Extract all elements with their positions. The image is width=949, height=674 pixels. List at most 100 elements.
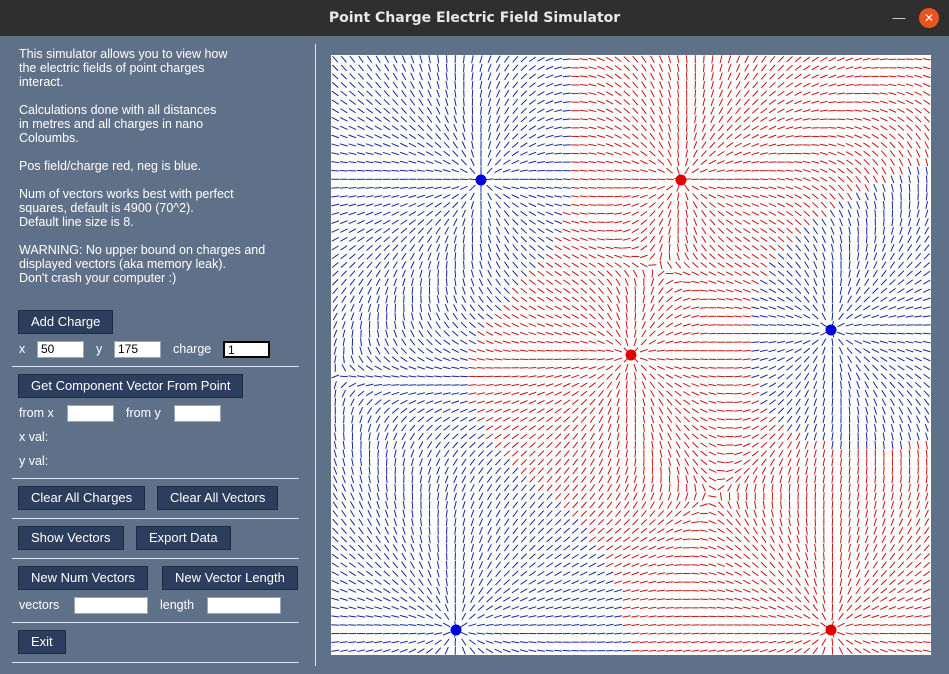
field-vector (487, 55, 492, 64)
field-vector (622, 178, 631, 181)
field-vector (367, 278, 373, 286)
field-vector (383, 356, 391, 363)
exit-button[interactable]: Exit (18, 630, 66, 654)
field-vector (785, 648, 794, 653)
field-vector (477, 604, 485, 611)
field-vector (588, 623, 597, 627)
from-y-input[interactable] (174, 405, 221, 422)
field-vector (529, 484, 536, 492)
clear-all-charges-button[interactable]: Clear All Charges (18, 486, 146, 510)
field-vector (677, 80, 680, 90)
vector-length-input[interactable] (207, 597, 281, 614)
field-vector (625, 449, 628, 458)
field-vector (615, 372, 621, 381)
field-vector (331, 649, 340, 652)
field-vector (666, 382, 674, 388)
field-vector (923, 270, 931, 277)
field-vector (751, 357, 760, 361)
field-vector (434, 623, 443, 627)
field-vector (479, 252, 483, 261)
field-vector (804, 252, 810, 261)
field-vector (863, 587, 870, 595)
field-vector (751, 597, 760, 602)
from-x-input[interactable] (67, 405, 114, 422)
field-vector (641, 107, 647, 115)
field-vector (425, 392, 434, 395)
field-vector (331, 228, 340, 233)
get-component-vector-button[interactable]: Get Component Vector From Point (18, 374, 244, 398)
field-vector (494, 587, 502, 594)
field-vector (442, 169, 451, 173)
field-vector (419, 63, 423, 72)
charge-value-input[interactable]: 1 (223, 341, 270, 358)
field-vector (701, 235, 707, 243)
field-canvas[interactable] (331, 55, 931, 655)
field-vector (803, 295, 810, 303)
field-vector (554, 527, 562, 534)
field-vector (340, 99, 348, 105)
field-vector (341, 518, 347, 526)
field-vector (580, 254, 588, 259)
field-vector (701, 244, 707, 252)
field-vector (624, 492, 630, 501)
field-vector (452, 312, 458, 321)
charge-y-input[interactable]: 175 (114, 341, 161, 358)
field-vector (735, 89, 741, 98)
field-vector (579, 623, 588, 627)
field-vector (572, 416, 579, 423)
field-vector (452, 321, 459, 329)
field-vector (795, 578, 801, 586)
field-vector (605, 99, 614, 105)
charge-x-input[interactable]: 50 (37, 341, 84, 358)
field-vector (768, 134, 777, 139)
field-vector (888, 340, 897, 344)
new-vector-length-button[interactable]: New Vector Length (162, 566, 298, 590)
field-vector (563, 493, 570, 500)
negative-charge (475, 174, 487, 186)
field-vector (385, 303, 388, 312)
field-vector (917, 475, 920, 484)
field-vector (906, 261, 913, 269)
num-vectors-input[interactable] (74, 597, 148, 614)
field-vector (332, 484, 338, 492)
field-vector (734, 245, 742, 251)
field-vector (348, 375, 357, 378)
field-vector (667, 55, 672, 64)
field-vector (460, 168, 468, 174)
field-vector (813, 441, 817, 449)
minimize-icon[interactable]: — (892, 10, 906, 25)
field-vector (760, 262, 768, 268)
field-vector (674, 564, 683, 566)
field-vector (917, 175, 920, 184)
field-vector (828, 159, 837, 165)
field-vector (427, 244, 432, 252)
field-vector (528, 367, 537, 369)
field-vector (479, 269, 483, 278)
field-vector (631, 571, 640, 576)
field-vector (751, 186, 760, 190)
field-vector (734, 288, 743, 293)
export-data-button[interactable]: Export Data (136, 526, 231, 550)
show-vectors-button[interactable]: Show Vectors (18, 526, 124, 550)
field-vector (889, 373, 896, 380)
field-vector (864, 175, 870, 183)
field-vector (479, 55, 483, 64)
field-vector (708, 451, 717, 456)
new-num-vectors-button[interactable]: New Num Vectors (18, 566, 149, 590)
field-vector (622, 597, 631, 601)
field-vector (631, 580, 640, 584)
field-vector (761, 518, 766, 527)
field-vector (668, 458, 672, 467)
add-charge-button[interactable]: Add Charge (18, 310, 114, 334)
field-vector (813, 586, 818, 595)
field-vector (862, 640, 871, 644)
field-vector (409, 227, 416, 234)
field-vector (495, 484, 501, 492)
close-icon[interactable]: ✕ (919, 8, 939, 28)
field-vector (562, 135, 571, 138)
field-vector (331, 236, 340, 242)
field-vector (742, 160, 751, 164)
field-vector (348, 134, 357, 139)
clear-all-vectors-button[interactable]: Clear All Vectors (157, 486, 279, 510)
field-vector (666, 510, 673, 517)
